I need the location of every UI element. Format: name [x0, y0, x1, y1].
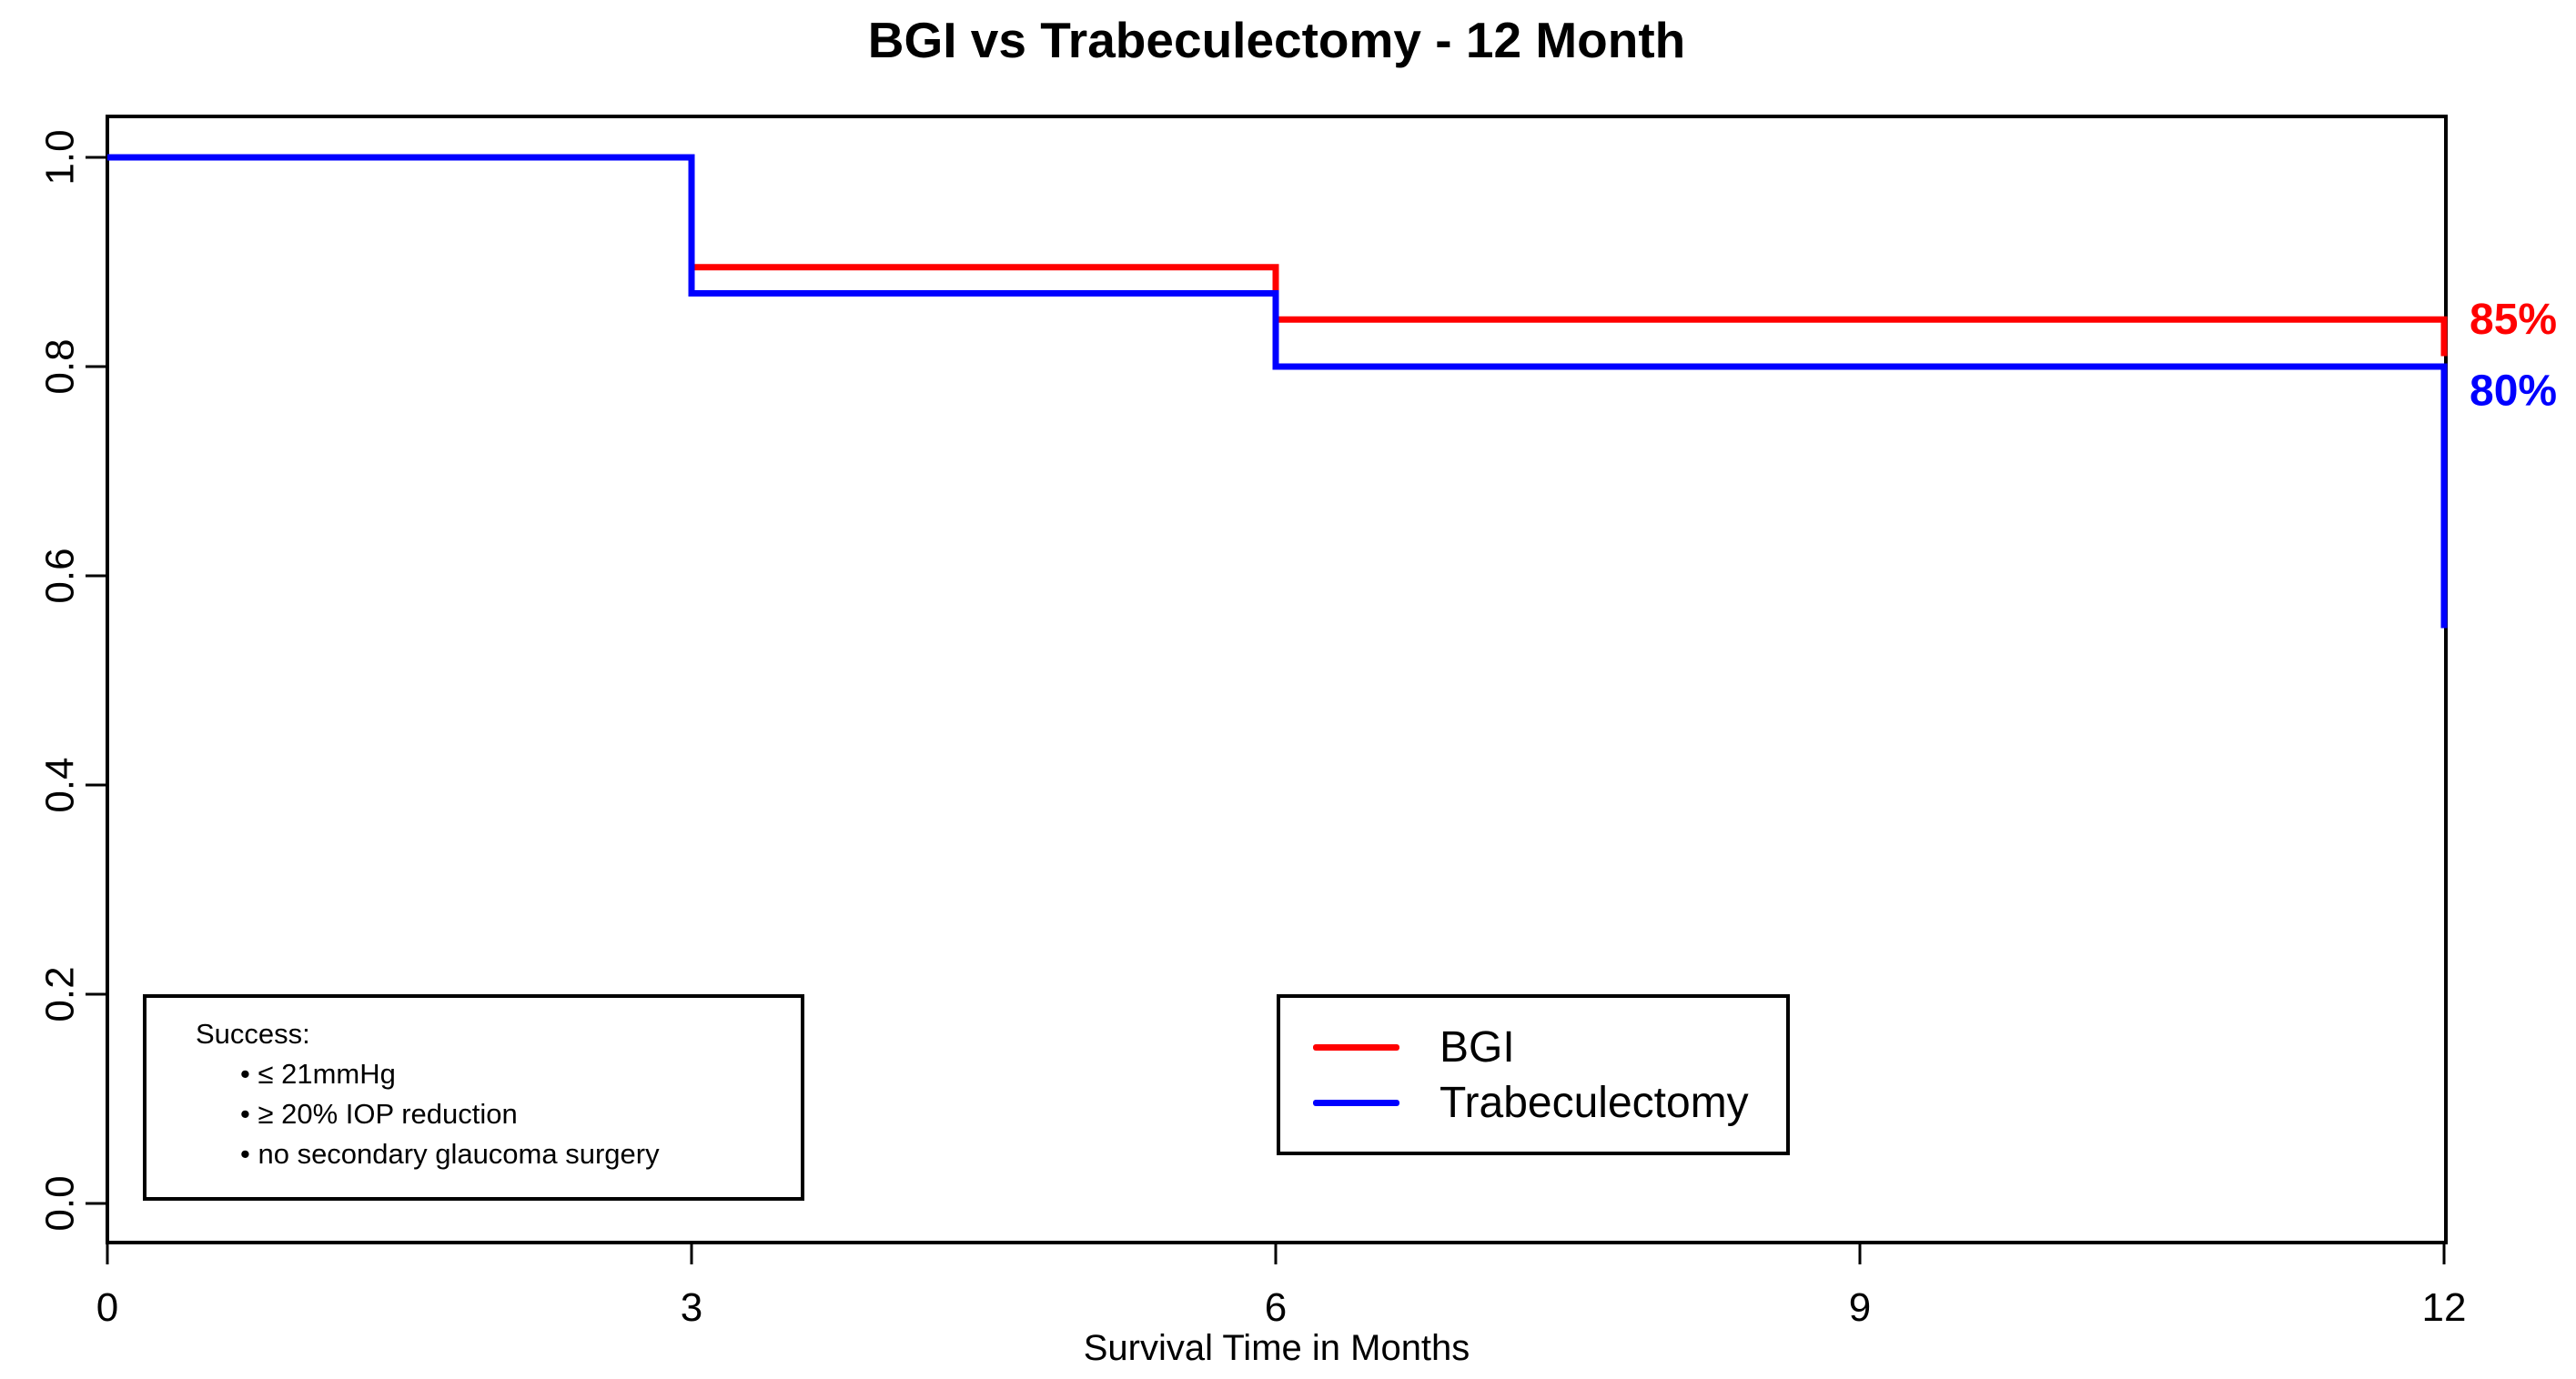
x-tick-label: 3: [681, 1285, 702, 1330]
trabeculectomy-line-swatch: [1313, 1099, 1399, 1106]
success-annotation-title: Success:: [196, 1018, 310, 1050]
legend: BGI Trabeculectomy: [1277, 994, 1790, 1155]
end-label-trabeculectomy: 80%: [2470, 367, 2557, 416]
chart-title: BGI vs Trabeculectomy - 12 Month: [867, 12, 1686, 68]
legend-label-bgi: BGI: [1440, 1022, 1515, 1072]
y-tick-label: 0.6: [38, 548, 83, 603]
y-tick-label: 1.0: [38, 129, 83, 185]
legend-label-trabeculectomy: Trabeculectomy: [1440, 1078, 1749, 1127]
x-tick-label: 6: [1265, 1285, 1287, 1330]
y-tick-label: 0.2: [38, 966, 83, 1022]
x-tick-label: 0: [96, 1285, 118, 1330]
bgi-line-swatch: [1313, 1043, 1399, 1051]
end-label-bgi: 85%: [2470, 296, 2557, 344]
y-tick-label: 0.8: [38, 338, 83, 394]
legend-item-bgi: BGI: [1280, 1020, 1786, 1075]
x-tick-label: 9: [1849, 1285, 1871, 1330]
success-bullet-list: ≤ 21mmHg ≥ 20% IOP reduction no secondar…: [240, 1054, 801, 1174]
x-axis-title: Survival Time in Months: [1083, 1328, 1470, 1368]
success-annotation: Success: ≤ 21mmHg ≥ 20% IOP reduction no…: [143, 994, 804, 1201]
legend-item-trabeculectomy: Trabeculectomy: [1280, 1075, 1786, 1131]
success-bullet-2: ≥ 20% IOP reduction: [240, 1094, 801, 1134]
series-curve-trabeculectomy: [107, 154, 2448, 629]
y-tick-label: 0.0: [38, 1175, 83, 1231]
success-bullet-3: no secondary glaucoma surgery: [240, 1134, 801, 1174]
x-tick-label: 12: [2422, 1285, 2467, 1330]
y-tick-label: 0.4: [38, 757, 83, 812]
success-bullet-1: ≤ 21mmHg: [240, 1054, 801, 1094]
